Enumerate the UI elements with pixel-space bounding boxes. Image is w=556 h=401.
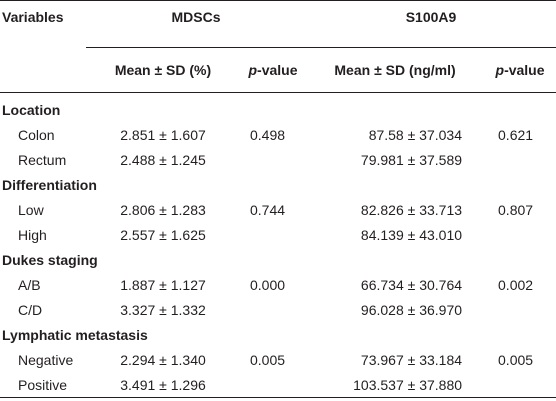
pvalue-suffix: -value bbox=[257, 62, 298, 78]
header-row-columns: Mean ± SD (%) p-value Mean ± SD (ng/ml) … bbox=[0, 47, 556, 93]
s100a9-mean-header: Mean ± SD (ng/ml) bbox=[306, 47, 485, 93]
mdscs-mean-cell: 1.887 ± 1.127 bbox=[120, 276, 206, 293]
s100a9-pvalue-cell: 0.002 bbox=[498, 276, 534, 293]
table-row: C/D 3.327 ± 1.332 96.028 ± 36.970 bbox=[0, 297, 556, 322]
table-row: Positive 3.491 ± 1.296 103.537 ± 37.880 bbox=[0, 372, 556, 398]
mdscs-mean-cell: 2.488 ± 1.245 bbox=[120, 151, 206, 168]
s100a9-pvalue-cell: 0.005 bbox=[498, 351, 534, 368]
s100a9-pvalue-cell bbox=[484, 147, 556, 172]
s100a9-mean-cell: 84.139 ± 43.010 bbox=[360, 226, 463, 243]
s100a9-group-header: S100A9 bbox=[306, 0, 556, 48]
mdscs-pvalue-cell bbox=[240, 222, 306, 247]
empty-header-cell bbox=[0, 47, 86, 93]
section-row: Differentiation bbox=[0, 172, 556, 197]
category-cell: Negative bbox=[18, 351, 74, 368]
mdscs-group-header: MDSCs bbox=[86, 0, 307, 48]
table-row: Colon 2.851 ± 1.607 0.498 87.58 ± 37.034 0.6… bbox=[0, 122, 556, 147]
s100a9-pvalue-cell bbox=[484, 372, 556, 398]
mdscs-mean-cell: 2.294 ± 1.340 bbox=[120, 351, 206, 368]
category-cell: High bbox=[18, 226, 47, 243]
table-row: Negative 2.294 ± 1.340 0.005 73.967 ± 33.18… bbox=[0, 347, 556, 372]
section-label: Lymphatic metastasis bbox=[2, 326, 148, 343]
mdscs-mean-cell: 2.851 ± 1.607 bbox=[120, 126, 206, 143]
s100a9-pvalue-cell bbox=[484, 222, 556, 247]
s100a9-mean-cell: 87.58 ± 37.034 bbox=[368, 126, 463, 143]
section-label: Dukes staging bbox=[2, 251, 98, 268]
table-row: Rectum 2.488 ± 1.245 79.981 ± 37.589 bbox=[0, 147, 556, 172]
s100a9-mean-cell: 73.967 ± 33.184 bbox=[360, 351, 463, 368]
section-row: Lymphatic metastasis bbox=[0, 322, 556, 347]
category-cell: Positive bbox=[0, 372, 86, 398]
mdscs-pvalue-cell bbox=[240, 297, 306, 322]
pvalue-italic-p: p bbox=[248, 62, 258, 78]
mdscs-pvalue-header: p-value bbox=[240, 47, 307, 93]
section-label: Location bbox=[2, 101, 61, 118]
pvalue-suffix: -value bbox=[504, 62, 545, 78]
s100a9-pvalue-header: p-value bbox=[484, 47, 556, 93]
mdscs-pvalue-cell: 0.498 bbox=[250, 126, 286, 143]
mdscs-pvalue-cell: 0.005 bbox=[250, 351, 286, 368]
s100a9-mean-cell: 96.028 ± 36.970 bbox=[360, 301, 463, 318]
pvalue-italic-p: p bbox=[495, 62, 505, 78]
s100a9-mean-cell: 79.981 ± 37.589 bbox=[360, 151, 463, 168]
s100a9-pvalue-cell bbox=[484, 297, 556, 322]
table-row: Low 2.806 ± 1.283 0.744 82.826 ± 33.713 0.80… bbox=[0, 197, 556, 222]
mdscs-pvalue-cell bbox=[240, 147, 306, 172]
category-cell: Rectum bbox=[18, 151, 67, 168]
mdscs-mean-header: Mean ± SD (%) bbox=[86, 47, 240, 93]
mdscs-pvalue-cell bbox=[240, 372, 307, 398]
s100a9-pvalue-cell: 0.621 bbox=[498, 126, 534, 143]
mdscs-mean-cell: 2.806 ± 1.283 bbox=[120, 201, 206, 218]
table-row: A/B 1.887 ± 1.127 0.000 66.734 ± 30.764 0.00… bbox=[0, 272, 556, 297]
table-row: High 2.557 ± 1.625 84.139 ± 43.010 bbox=[0, 222, 556, 247]
mdscs-pvalue-cell: 0.744 bbox=[250, 201, 286, 218]
section-label: Differentiation bbox=[2, 176, 97, 193]
header-row-groups: Variables MDSCs S100A9 bbox=[0, 0, 556, 48]
category-cell: Colon bbox=[18, 126, 55, 143]
category-cell: C/D bbox=[18, 301, 43, 318]
section-row: Location bbox=[0, 93, 556, 123]
category-cell: Low bbox=[18, 201, 44, 218]
mdscs-mean-cell: 2.557 ± 1.625 bbox=[120, 226, 206, 243]
s100a9-mean-cell: 82.826 ± 33.713 bbox=[360, 201, 463, 218]
s100a9-mean-cell: 103.537 ± 37.880 bbox=[306, 372, 485, 398]
variables-header: Variables bbox=[0, 0, 86, 48]
mdscs-mean-cell: 3.327 ± 1.332 bbox=[120, 301, 206, 318]
s100a9-pvalue-cell: 0.807 bbox=[498, 201, 534, 218]
s100a9-mean-cell: 66.734 ± 30.764 bbox=[360, 276, 463, 293]
category-cell: A/B bbox=[18, 276, 41, 293]
section-row: Dukes staging bbox=[0, 247, 556, 272]
mdscs-mean-cell: 3.491 ± 1.296 bbox=[86, 372, 240, 398]
mdscs-pvalue-cell: 0.000 bbox=[250, 276, 286, 293]
